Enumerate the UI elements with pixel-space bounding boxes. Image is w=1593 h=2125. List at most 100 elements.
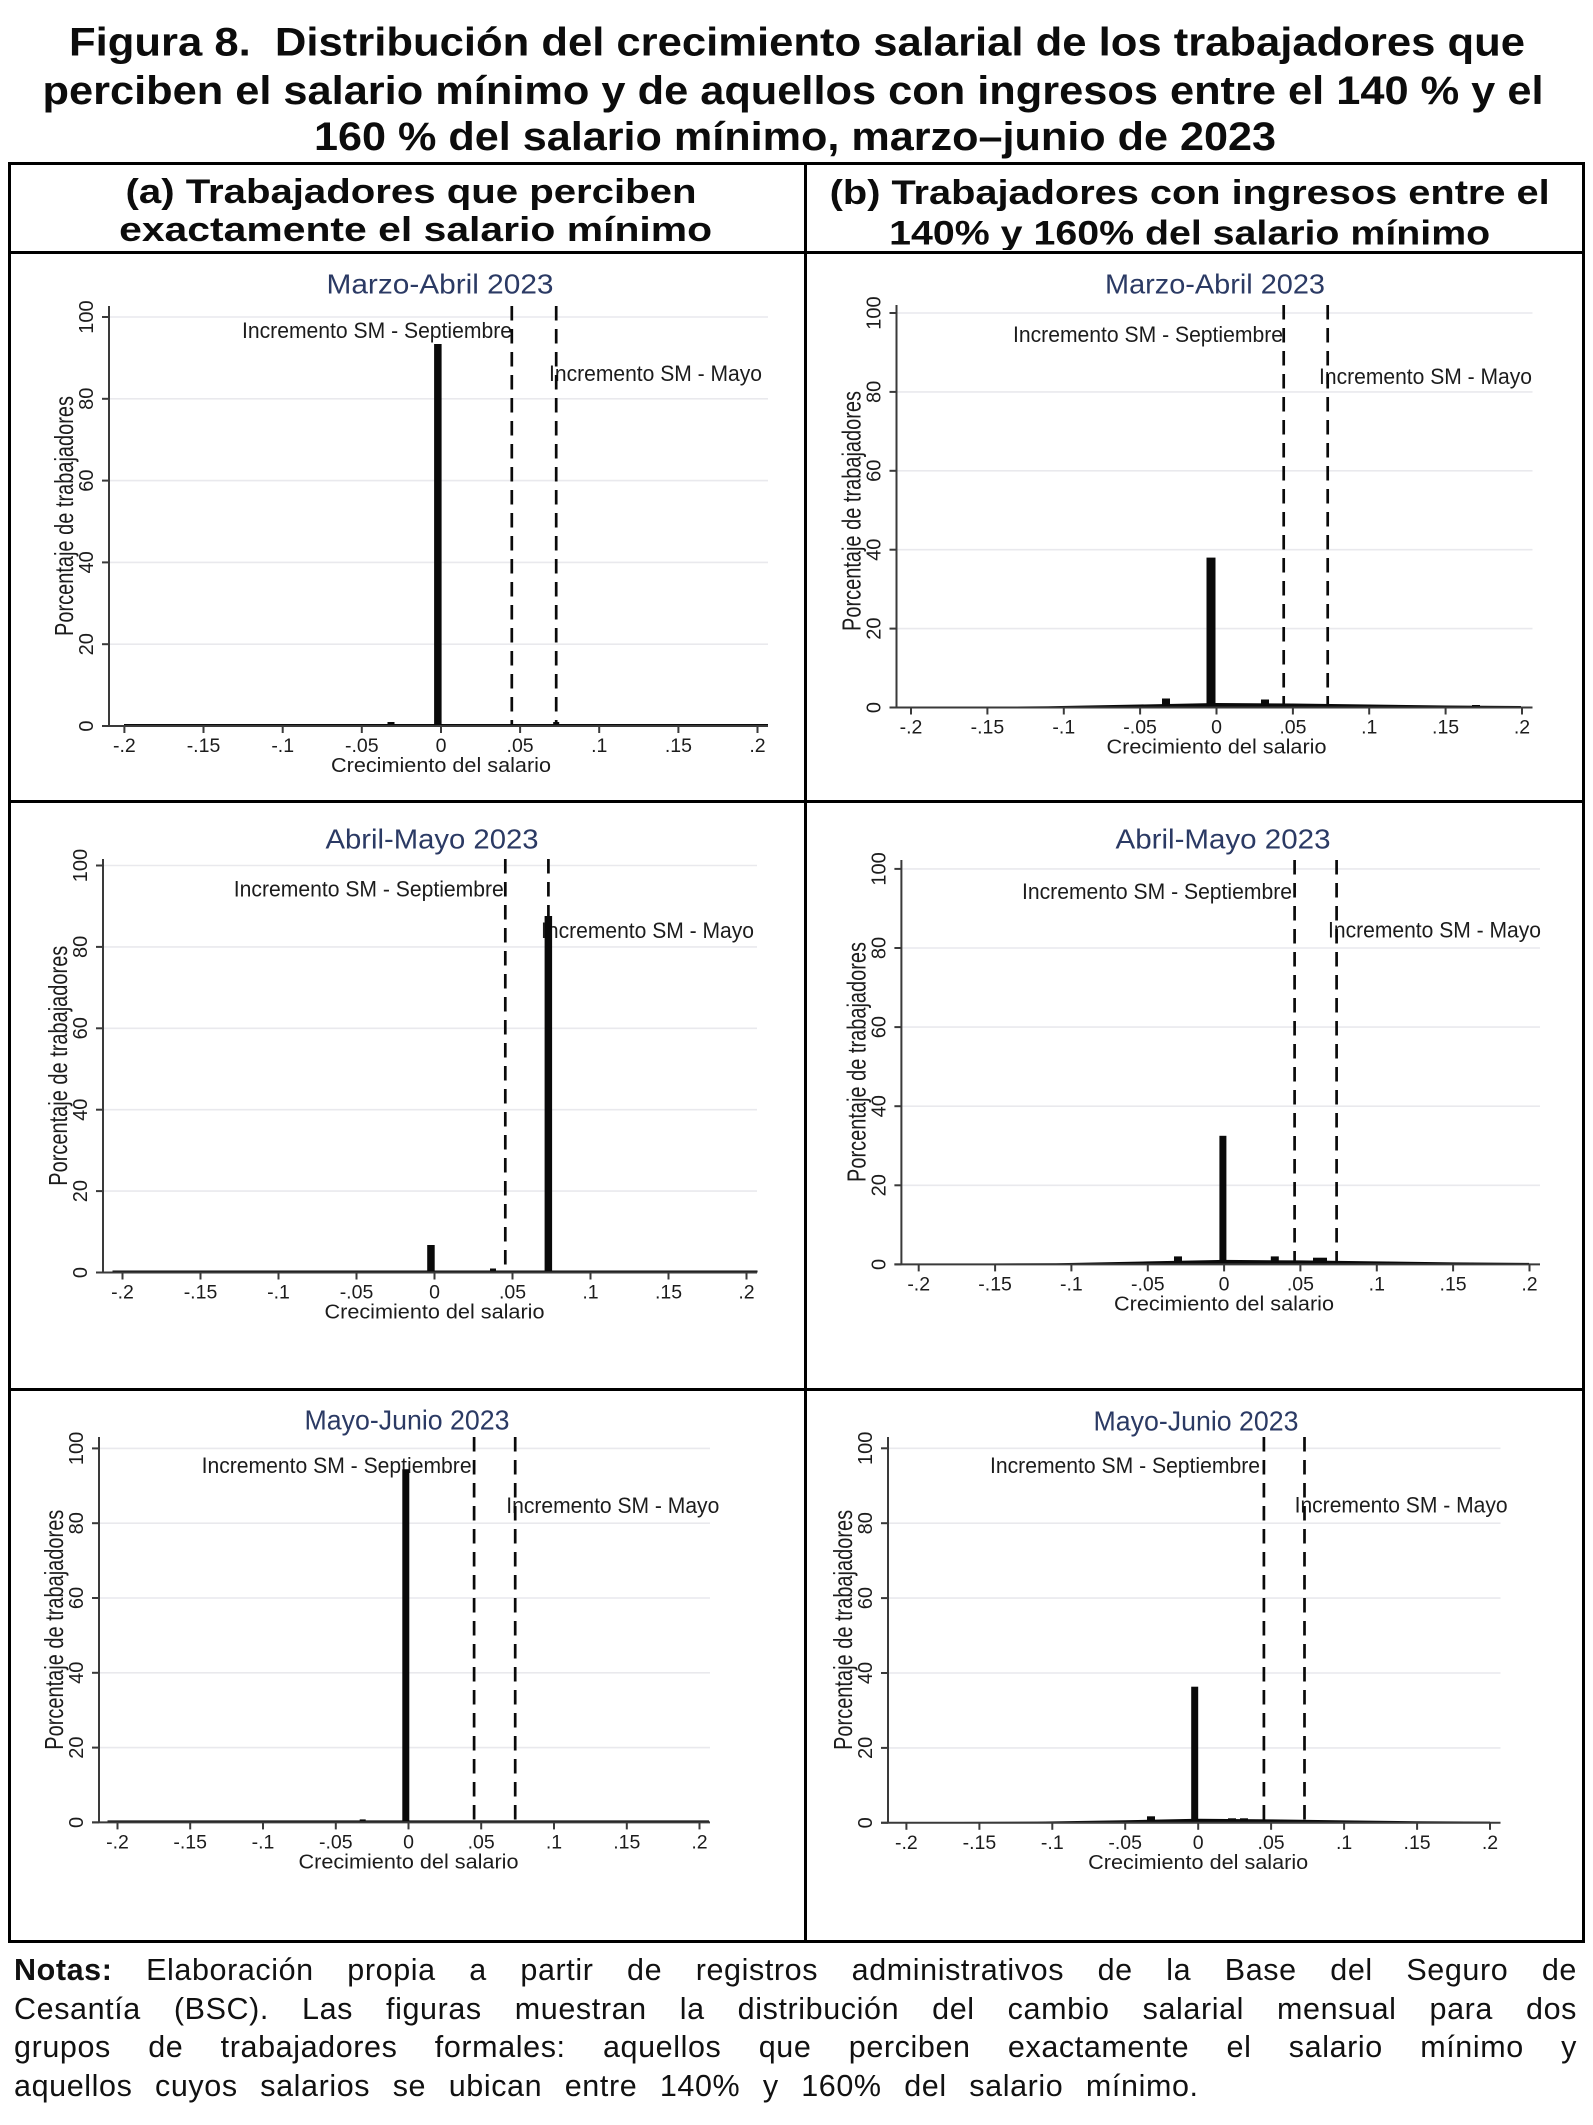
svg-text:Porcentaje de trabajadores: Porcentaje de trabajadores [841, 942, 871, 1182]
svg-text:Mayo-Junio 2023: Mayo-Junio 2023 [305, 1405, 510, 1436]
svg-text:.2: .2 [1482, 1832, 1498, 1854]
svg-text:60: 60 [864, 460, 886, 482]
svg-text:.05: .05 [1279, 717, 1306, 739]
svg-text:.1: .1 [591, 735, 607, 757]
svg-text:-.05: -.05 [319, 1831, 353, 1853]
svg-text:60: 60 [70, 1017, 92, 1039]
svg-text:-.15: -.15 [173, 1831, 207, 1853]
svg-text:.1: .1 [1361, 717, 1377, 739]
svg-text:-.1: -.1 [267, 1282, 290, 1304]
svg-text:.15: .15 [655, 1282, 682, 1304]
svg-text:20: 20 [855, 1737, 877, 1759]
svg-text:-.15: -.15 [184, 1282, 218, 1304]
svg-text:0: 0 [436, 735, 447, 757]
svg-text:-.05: -.05 [1123, 717, 1157, 739]
svg-text:Crecimiento del salario: Crecimiento del salario [1114, 1293, 1334, 1315]
svg-text:80: 80 [864, 381, 886, 403]
svg-text:Marzo-Abril 2023: Marzo-Abril 2023 [1105, 269, 1325, 300]
svg-text:.1: .1 [1369, 1273, 1385, 1295]
svg-text:-.2: -.2 [111, 1282, 134, 1304]
svg-text:100: 100 [66, 1432, 88, 1465]
svg-text:.05: .05 [507, 735, 534, 757]
svg-text:100: 100 [70, 849, 92, 882]
svg-text:-.15: -.15 [971, 717, 1005, 739]
svg-text:0: 0 [70, 1267, 92, 1278]
svg-text:Incremento SM - Septiembre: Incremento SM - Septiembre [1013, 322, 1283, 347]
svg-text:.1: .1 [582, 1282, 598, 1304]
svg-text:100: 100 [864, 296, 886, 329]
svg-text:Incremento SM - Mayo: Incremento SM - Mayo [549, 361, 762, 386]
svg-text:Incremento SM - Mayo: Incremento SM - Mayo [1319, 364, 1532, 389]
svg-text:0: 0 [1193, 1832, 1204, 1854]
svg-text:.15: .15 [613, 1831, 640, 1853]
svg-text:0: 0 [855, 1817, 877, 1828]
svg-text:.05: .05 [1287, 1273, 1314, 1295]
svg-text:Figura 8. Distribución del cr: Figura 8. Distribución del crecimiento s… [69, 20, 1525, 64]
svg-text:Incremento SM - Septiembre: Incremento SM - Septiembre [1022, 879, 1292, 904]
svg-text:Porcentaje de trabajadores: Porcentaje de trabajadores [49, 396, 79, 636]
svg-text:40: 40 [76, 551, 98, 573]
svg-text:-.05: -.05 [1108, 1832, 1142, 1854]
svg-text:0: 0 [1219, 1273, 1230, 1295]
svg-text:-.2: -.2 [106, 1831, 129, 1853]
svg-text:100: 100 [76, 300, 98, 333]
svg-text:40: 40 [868, 1095, 890, 1117]
svg-text:Mayo-Junio 2023: Mayo-Junio 2023 [1094, 1406, 1299, 1437]
svg-text:Marzo-Abril 2023: Marzo-Abril 2023 [327, 269, 554, 300]
svg-text:160 % del salario mínimo, marz: 160 % del salario mínimo, marzo–junio de… [314, 115, 1276, 159]
svg-text:0: 0 [403, 1831, 414, 1853]
svg-text:Porcentaje de trabajadores: Porcentaje de trabajadores [43, 946, 73, 1186]
svg-text:40: 40 [66, 1662, 88, 1684]
svg-text:Incremento SM - Septiembre: Incremento SM - Septiembre [990, 1453, 1260, 1478]
svg-text:-.05: -.05 [340, 1282, 374, 1304]
svg-text:-.1: -.1 [1041, 1832, 1064, 1854]
svg-text:Incremento SM - Mayo: Incremento SM - Mayo [541, 918, 754, 943]
svg-text:Crecimiento del salario: Crecimiento del salario [331, 755, 551, 777]
svg-text:60: 60 [855, 1587, 877, 1609]
svg-text:40: 40 [855, 1662, 877, 1684]
svg-text:.1: .1 [546, 1831, 562, 1853]
svg-text:.2: .2 [1514, 717, 1530, 739]
svg-text:80: 80 [76, 388, 98, 410]
svg-text:perciben el salario mínimo y d: perciben el salario mínimo y de aquellos… [43, 69, 1544, 113]
svg-text:.2: .2 [691, 1831, 707, 1853]
svg-text:20: 20 [70, 1180, 92, 1202]
svg-text:Porcentaje de trabajadores: Porcentaje de trabajadores [837, 391, 867, 631]
svg-text:-.15: -.15 [963, 1832, 997, 1854]
svg-text:80: 80 [868, 937, 890, 959]
svg-text:Crecimiento del salario: Crecimiento del salario [1107, 737, 1327, 759]
svg-text:0: 0 [76, 720, 98, 731]
svg-text:-.2: -.2 [900, 717, 923, 739]
svg-text:20: 20 [864, 617, 886, 639]
svg-text:100: 100 [868, 852, 890, 885]
svg-text:.15: .15 [1404, 1832, 1431, 1854]
svg-text:-.2: -.2 [113, 735, 136, 757]
svg-text:Porcentaje de trabajadores: Porcentaje de trabajadores [828, 1510, 858, 1750]
svg-text:40: 40 [70, 1099, 92, 1121]
svg-text:.05: .05 [1258, 1832, 1285, 1854]
svg-text:20: 20 [76, 633, 98, 655]
svg-text:0: 0 [429, 1282, 440, 1304]
svg-text:Abril-Mayo 2023: Abril-Mayo 2023 [1116, 824, 1331, 855]
svg-text:0: 0 [1211, 717, 1222, 739]
svg-text:.15: .15 [1440, 1273, 1467, 1295]
svg-text:80: 80 [70, 936, 92, 958]
svg-text:Crecimiento del salario: Crecimiento del salario [1088, 1852, 1308, 1874]
svg-text:-.1: -.1 [252, 1831, 275, 1853]
svg-text:.15: .15 [1432, 717, 1459, 739]
svg-text:0: 0 [864, 702, 886, 713]
svg-text:.2: .2 [749, 735, 765, 757]
svg-text:.05: .05 [468, 1831, 495, 1853]
svg-text:40: 40 [864, 539, 886, 561]
svg-text:60: 60 [868, 1016, 890, 1038]
svg-text:140% y 160% del salario mínimo: 140% y 160% del salario mínimo [889, 214, 1490, 250]
svg-text:.05: .05 [499, 1282, 526, 1304]
svg-text:(b) Trabajadores con ingresos: (b) Trabajadores con ingresos entre el [830, 174, 1550, 212]
svg-text:-.1: -.1 [271, 735, 294, 757]
svg-text:80: 80 [855, 1512, 877, 1534]
svg-text:.2: .2 [1521, 1273, 1537, 1295]
svg-text:Crecimiento del salario: Crecimiento del salario [325, 1302, 545, 1324]
svg-text:100: 100 [855, 1432, 877, 1465]
svg-text:-.2: -.2 [895, 1832, 918, 1854]
svg-text:-.05: -.05 [345, 735, 379, 757]
